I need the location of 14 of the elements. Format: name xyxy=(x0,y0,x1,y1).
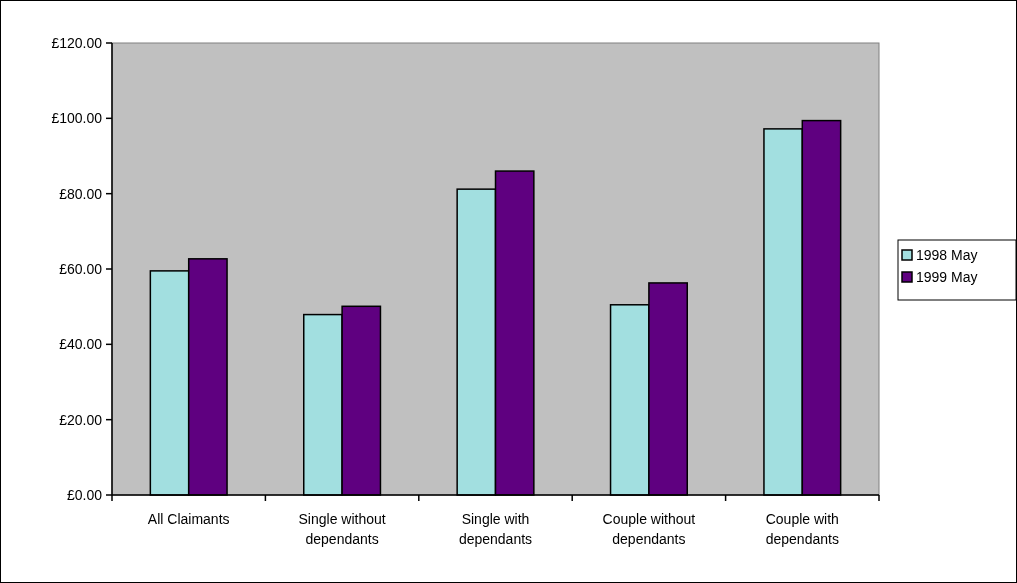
y-tick-label: £0.00 xyxy=(66,486,103,503)
y-tick-label: £60.00 xyxy=(59,260,103,277)
legend-label: 1999 May xyxy=(916,268,978,285)
y-tick-label: £120.00 xyxy=(51,34,103,51)
x-tick-label: Couple without dependants xyxy=(602,511,696,547)
y-tick-label: £100.00 xyxy=(51,110,103,127)
x-tick-label: Single with dependants xyxy=(458,511,533,547)
y-tick-label: £20.00 xyxy=(59,411,103,428)
x-tick-label: Couple with dependants xyxy=(765,511,839,547)
legend-label: 1998 May xyxy=(916,246,978,263)
x-tick-label: Single without dependants xyxy=(298,511,386,547)
y-tick-label: £80.00 xyxy=(59,185,103,202)
y-tick-label: £40.00 xyxy=(59,336,103,353)
x-tick-label: All Claimants xyxy=(147,511,230,527)
